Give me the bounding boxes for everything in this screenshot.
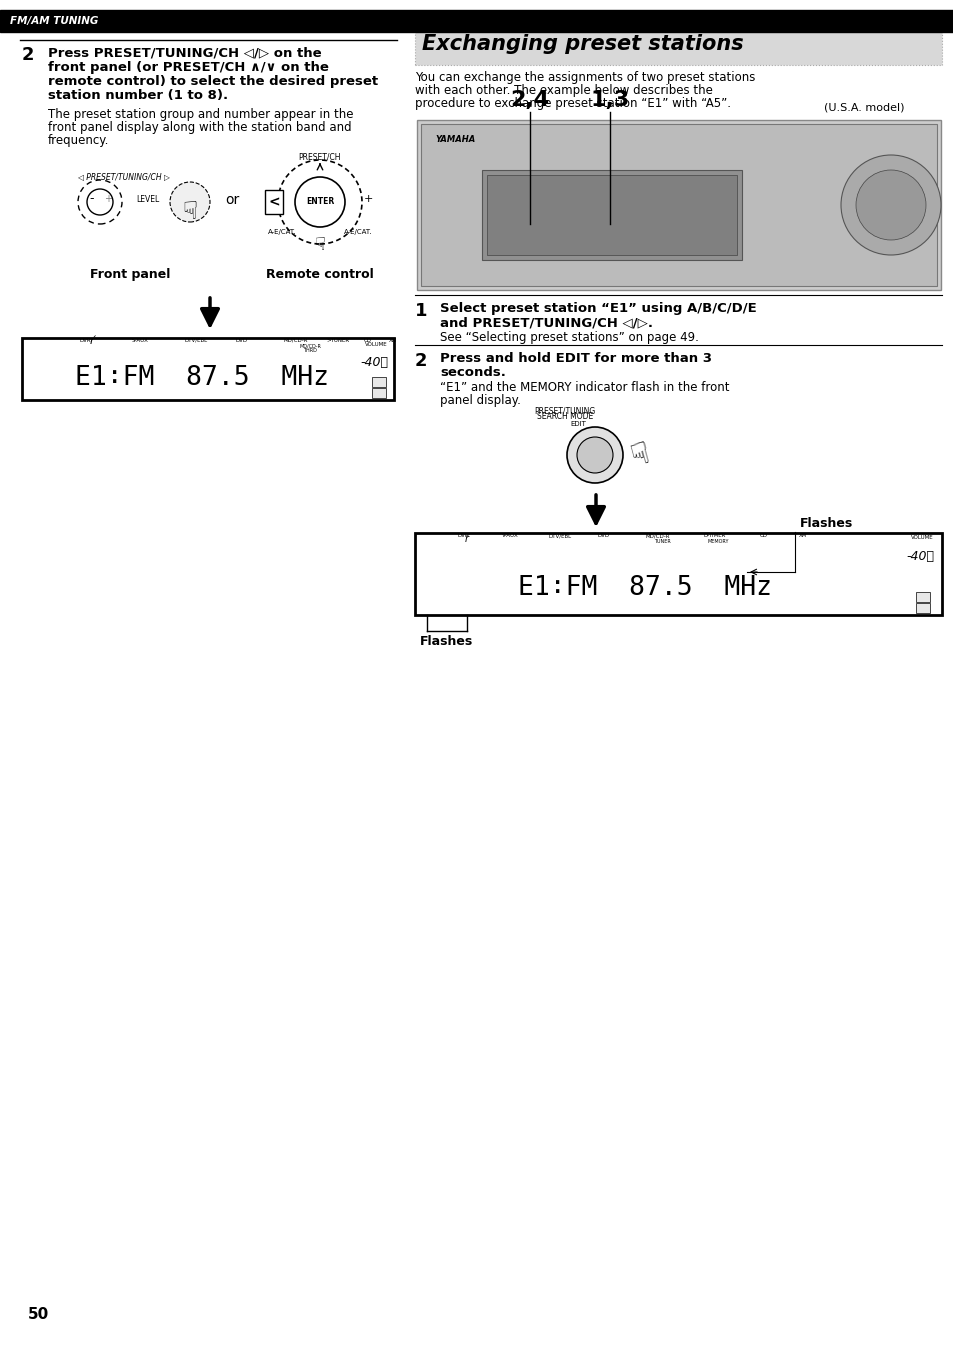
Text: frequency.: frequency. <box>48 134 110 147</box>
Text: MD/CD-R: MD/CD-R <box>645 533 670 539</box>
Text: -: - <box>90 193 94 205</box>
Text: VOLUME: VOLUME <box>365 342 388 347</box>
Bar <box>372 377 386 387</box>
Text: TUNER: TUNER <box>653 539 670 544</box>
Text: (U.S.A. model): (U.S.A. model) <box>823 103 904 112</box>
Text: S-AUX: S-AUX <box>132 338 149 343</box>
Text: ŕ: ŕ <box>464 535 469 544</box>
Text: V-AUX: V-AUX <box>501 533 517 539</box>
Text: 1: 1 <box>415 302 427 320</box>
Bar <box>415 23 941 65</box>
Text: -40␧: -40␧ <box>905 551 933 563</box>
Text: PRESET/TUNING: PRESET/TUNING <box>534 406 595 414</box>
Circle shape <box>855 170 925 240</box>
Text: E1∶FM  87.5  MHz: E1∶FM 87.5 MHz <box>517 575 771 601</box>
Text: You can exchange the assignments of two preset stations: You can exchange the assignments of two … <box>415 72 755 84</box>
Circle shape <box>841 155 940 255</box>
Text: DVR: DVR <box>79 338 91 343</box>
Text: VOLUME: VOLUME <box>910 535 933 540</box>
Text: XM: XM <box>389 338 396 343</box>
Text: Remote control: Remote control <box>266 269 374 281</box>
Text: A-E/CAT.: A-E/CAT. <box>343 230 372 235</box>
Text: The preset station group and number appear in the: The preset station group and number appe… <box>48 108 354 122</box>
Text: “E1” and the MEMORY indicator flash in the front: “E1” and the MEMORY indicator flash in t… <box>439 381 729 394</box>
Text: ◁ PRESET/TUNING/CH ▷: ◁ PRESET/TUNING/CH ▷ <box>78 171 170 181</box>
Text: Flashes: Flashes <box>800 517 852 531</box>
Text: ENTER: ENTER <box>306 197 334 207</box>
Text: See “Selecting preset stations” on page 49.: See “Selecting preset stations” on page … <box>439 331 699 344</box>
Text: +: + <box>363 194 373 204</box>
Text: ŕ: ŕ <box>90 336 94 346</box>
Text: DTV/EBL: DTV/EBL <box>548 533 571 539</box>
Circle shape <box>577 437 613 472</box>
Text: procedure to exchange preset station “E1” with “A5”.: procedure to exchange preset station “E1… <box>415 97 730 109</box>
Text: panel display.: panel display. <box>439 394 520 406</box>
Text: XM: XM <box>798 533 806 539</box>
Circle shape <box>170 182 210 221</box>
Text: YAMAHA: YAMAHA <box>435 135 475 144</box>
Circle shape <box>87 189 112 215</box>
Text: MEMORY: MEMORY <box>706 539 728 544</box>
Text: front panel (or PRESET/CH ∧/∨ on the: front panel (or PRESET/CH ∧/∨ on the <box>48 61 329 73</box>
Circle shape <box>294 177 345 227</box>
Bar <box>420 124 936 286</box>
Text: LEVEL: LEVEL <box>136 196 159 204</box>
Text: >TUNER: >TUNER <box>326 338 349 343</box>
Text: 2: 2 <box>22 46 34 63</box>
Bar <box>416 120 940 290</box>
Text: 2,4: 2,4 <box>510 90 549 109</box>
Text: THRD: THRD <box>303 348 316 352</box>
Text: SEARCH MODE: SEARCH MODE <box>537 412 593 421</box>
Text: MD/CD-R: MD/CD-R <box>298 344 320 350</box>
Text: Press PRESET/TUNING/CH ◁/▷ on the: Press PRESET/TUNING/CH ◁/▷ on the <box>48 46 321 59</box>
Text: or: or <box>225 193 239 207</box>
Bar <box>265 190 283 215</box>
Text: MD/CD-R: MD/CD-R <box>283 338 308 343</box>
Text: Select preset station “E1” using A/B/C/D/E: Select preset station “E1” using A/B/C/D… <box>439 302 756 315</box>
Bar <box>0 9 953 32</box>
Text: CD: CD <box>760 533 767 539</box>
Text: +: + <box>104 194 112 204</box>
Bar <box>372 387 386 398</box>
Text: DTV/EBL: DTV/EBL <box>184 338 208 343</box>
Text: remote control) to select the desired preset: remote control) to select the desired pr… <box>48 76 377 88</box>
Text: EDIT: EDIT <box>570 421 585 427</box>
Text: ☟: ☟ <box>627 439 653 471</box>
Text: D-TIMER: D-TIMER <box>703 533 725 539</box>
Bar <box>486 176 737 255</box>
Text: CD: CD <box>364 338 372 343</box>
Text: 50: 50 <box>28 1307 50 1322</box>
Text: Exchanging preset stations: Exchanging preset stations <box>421 34 742 54</box>
Text: Flashes: Flashes <box>420 634 473 648</box>
Text: DVD: DVD <box>598 533 609 539</box>
Bar <box>22 338 394 400</box>
Text: E1∶FM  87.5  MHz: E1∶FM 87.5 MHz <box>75 364 329 391</box>
Bar <box>915 603 929 613</box>
Text: DVD: DVD <box>235 338 248 343</box>
Text: Press and hold EDIT for more than 3: Press and hold EDIT for more than 3 <box>439 352 711 365</box>
Text: ☟: ☟ <box>182 200 197 224</box>
Text: seconds.: seconds. <box>439 366 505 379</box>
Bar <box>915 593 929 602</box>
Text: DVR: DVR <box>456 533 468 539</box>
Text: -40␧: -40␧ <box>359 355 388 369</box>
Bar <box>481 170 741 261</box>
Text: 2: 2 <box>415 352 427 370</box>
Text: ☟: ☟ <box>314 236 325 254</box>
Text: Front panel: Front panel <box>90 269 170 281</box>
Text: A-E/CAT.: A-E/CAT. <box>268 230 296 235</box>
Text: FM/AM TUNING: FM/AM TUNING <box>10 16 98 26</box>
Text: and PRESET/TUNING/CH ◁/▷.: and PRESET/TUNING/CH ◁/▷. <box>439 316 652 329</box>
Bar <box>415 533 941 616</box>
Text: 1,3: 1,3 <box>590 90 629 109</box>
Text: station number (1 to 8).: station number (1 to 8). <box>48 89 228 103</box>
Circle shape <box>566 427 622 483</box>
Text: <: < <box>268 194 279 209</box>
Text: with each other. The example below describes the: with each other. The example below descr… <box>415 84 712 97</box>
Text: PRESET/CH: PRESET/CH <box>298 153 341 161</box>
Text: front panel display along with the station band and: front panel display along with the stati… <box>48 122 352 134</box>
